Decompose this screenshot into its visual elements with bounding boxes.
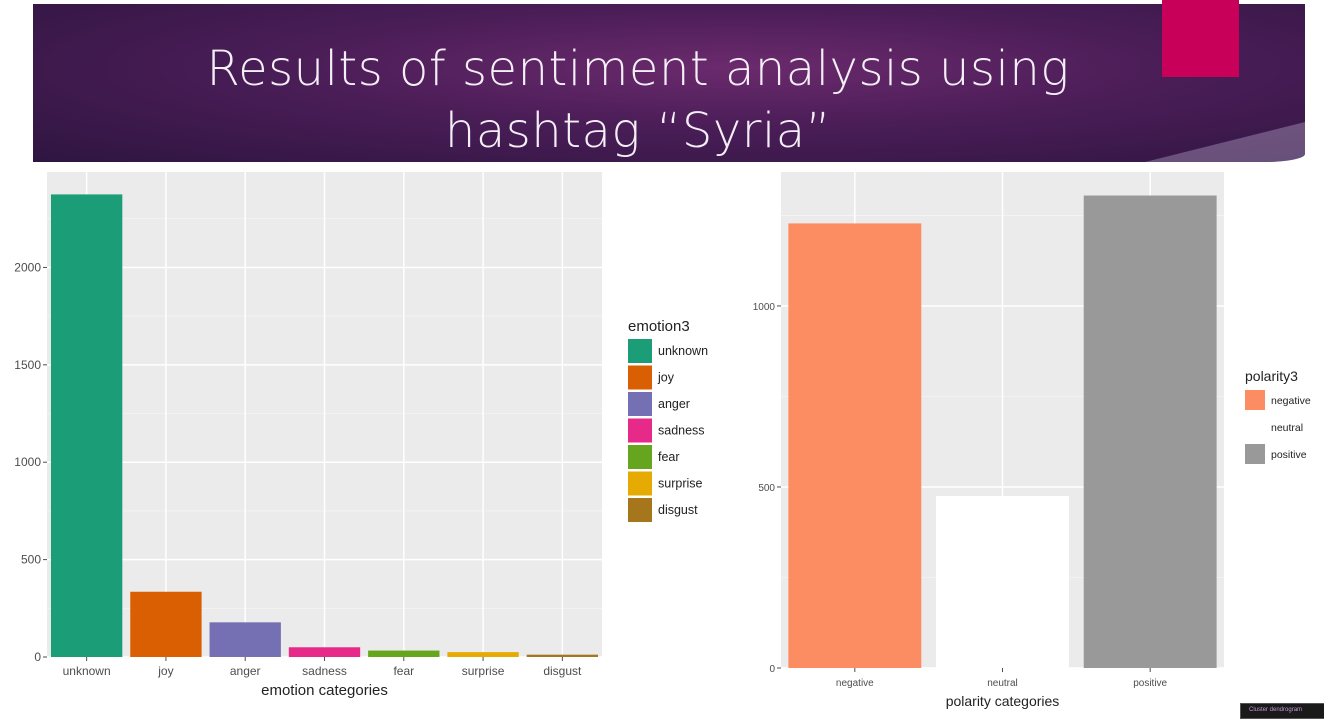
x-tick-label-negative: negative (836, 678, 874, 689)
legend-title: polarity3 (1245, 368, 1298, 384)
title-banner: Results of sentiment analysis using hash… (33, 4, 1305, 162)
legend-key-neutral (1245, 417, 1265, 437)
x-tick-label-anger: anger (230, 664, 261, 678)
y-tick-label: 2000 (14, 260, 41, 274)
y-tick-label: 500 (758, 483, 775, 494)
bar-joy (130, 591, 202, 657)
x-tick-label-fear: fear (393, 664, 414, 678)
legend-key-disgust (628, 498, 652, 522)
emotion-chart: 0 500 1000 1500 2000 unknown joy anger sadness fe… (14, 172, 708, 699)
x-tick-label-unknown: unknown (63, 664, 111, 678)
legend-label-sadness: sadness (658, 424, 705, 438)
legend-label-positive: positive (1271, 449, 1307, 461)
legend-label-fear: fear (658, 450, 680, 464)
y-tick-label: 0 (769, 664, 775, 675)
y-tick-label: 0 (34, 650, 41, 664)
legend-label-anger: anger (658, 397, 690, 411)
legend-label-disgust: disgust (658, 503, 698, 517)
bar-negative (788, 223, 922, 668)
legend-key-positive (1245, 444, 1265, 464)
x-tick-label-surprise: surprise (462, 664, 505, 678)
y-tick-label: 1000 (753, 302, 776, 313)
legend-label-surprise: surprise (658, 477, 703, 491)
bar-disgust (526, 654, 599, 657)
bar-surprise (447, 652, 519, 657)
accent-square (1162, 0, 1239, 77)
x-tick-label-positive: positive (1133, 678, 1167, 689)
legend-key-negative (1245, 390, 1265, 410)
slide-title-line-2: hashtag “Syria” (444, 103, 832, 159)
slide-thumbnail-label: Cluster dendrogram (1249, 707, 1303, 713)
x-axis-title: emotion categories (261, 682, 388, 699)
legend-label-negative: negative (1271, 395, 1311, 407)
legend-label-joy: joy (657, 371, 675, 385)
x-axis-title: polarity categories (946, 693, 1060, 709)
x-tick-label-sadness: sadness (302, 664, 347, 678)
legend-label-unknown: unknown (658, 344, 708, 358)
bar-sadness (288, 647, 361, 657)
legend-key-sadness (628, 418, 652, 443)
slide-title-line-1: Results of sentiment analysis using (206, 41, 1070, 97)
legend-key-anger (628, 392, 652, 416)
y-tick-label: 1500 (14, 358, 41, 372)
legend-key-surprise (628, 471, 652, 496)
y-tick-label: 500 (21, 553, 41, 567)
bar-positive (1083, 195, 1217, 669)
polarity-chart: 0 500 1000 negative neutral positive polarity … (753, 172, 1311, 709)
bar-fear (368, 650, 440, 657)
legend-key-joy (628, 365, 652, 390)
legend-key-fear (628, 445, 652, 469)
slide-thumbnail[interactable]: Cluster dendrogram (1240, 703, 1324, 719)
x-tick-label-neutral: neutral (987, 678, 1018, 689)
x-tick-label-joy: joy (157, 664, 173, 678)
x-tick-label-disgust: disgust (543, 664, 582, 678)
slide-title: Results of sentiment analysis using hash… (33, 38, 1243, 162)
legend-key-unknown (628, 339, 652, 363)
legend-title: emotion3 (628, 318, 690, 335)
bar-anger (209, 622, 281, 657)
y-tick-label: 1000 (14, 455, 41, 469)
legend-label-neutral: neutral (1271, 422, 1303, 434)
bar-unknown (50, 194, 123, 657)
bar-neutral (936, 496, 1069, 668)
banner-stripe (1145, 122, 1305, 162)
